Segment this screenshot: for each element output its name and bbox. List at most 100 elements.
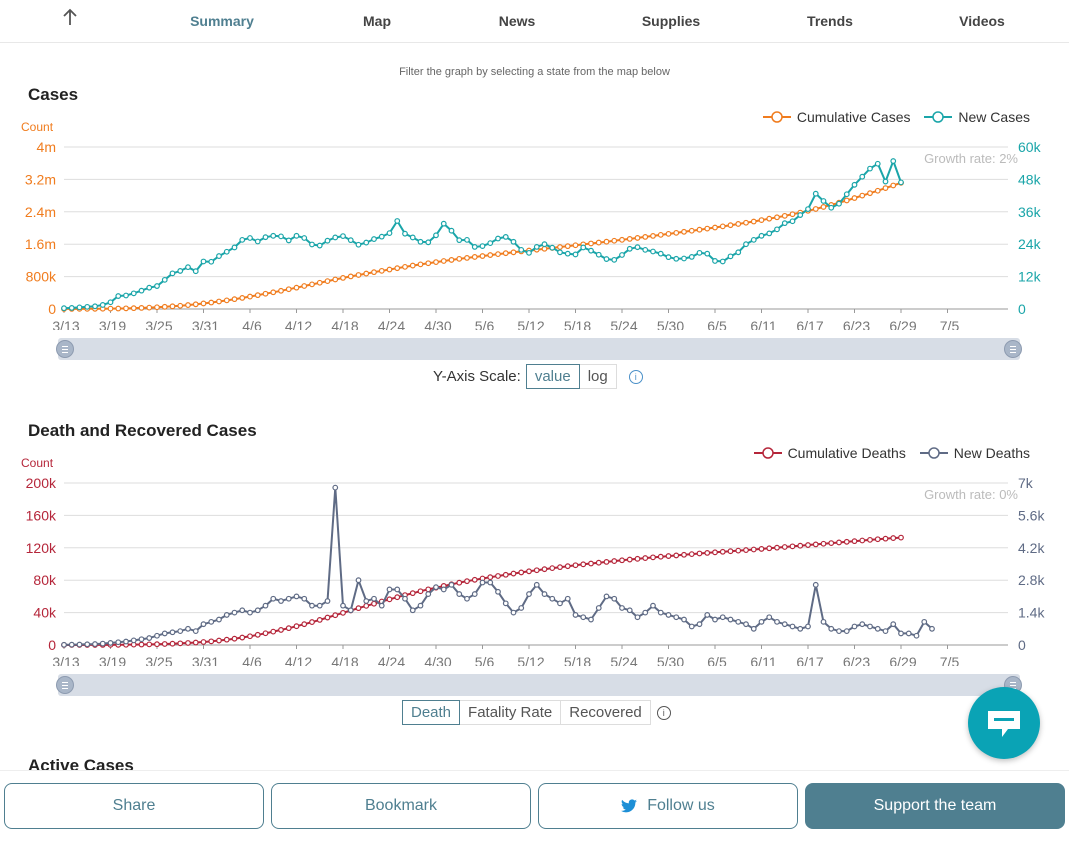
data-point [440, 586, 447, 593]
cases-chart[interactable]: Count 0 0 800k 12k 1.6m 24k 2.4m 36k 3.2m 48k 4m 60k… [0, 115, 1069, 330]
data-point [735, 221, 742, 227]
data-point [363, 598, 370, 604]
data-point [115, 639, 122, 646]
data-point [859, 621, 866, 628]
data-point [533, 581, 540, 588]
data-point [557, 249, 563, 256]
x-tick-label: 5/18 [564, 654, 591, 666]
cases-zoom-slider[interactable] [56, 338, 1022, 360]
scale-log-button[interactable]: log [579, 364, 617, 389]
x-tick-label: 4/6 [242, 654, 262, 666]
data-point [681, 551, 687, 558]
data-point [107, 640, 114, 646]
bookmark-button[interactable]: Bookmark [271, 783, 531, 829]
data-point [371, 595, 377, 602]
data-point [177, 628, 184, 635]
info-icon[interactable]: i [656, 705, 671, 720]
deaths-zoom-slider[interactable] [56, 674, 1022, 696]
data-point [270, 595, 277, 602]
tab-supplies[interactable]: Supplies [641, 13, 701, 29]
legend-new-deaths[interactable]: New Deaths [919, 445, 1030, 461]
data-point [510, 238, 517, 245]
data-point [704, 225, 711, 232]
data-point [487, 579, 494, 586]
chat-button[interactable] [968, 687, 1040, 759]
data-point [448, 581, 455, 588]
arrow-up-icon[interactable] [62, 8, 78, 32]
data-point [247, 293, 253, 300]
data-point [774, 226, 780, 233]
data-point [642, 234, 649, 240]
data-point [456, 255, 463, 262]
legend-label: New Deaths [953, 445, 1030, 461]
data-point [285, 625, 292, 632]
data-point [123, 638, 129, 645]
death-metric-tabs: Death Fatality Rate Recovered i [402, 700, 671, 725]
data-point [495, 235, 501, 242]
data-point [704, 612, 711, 618]
data-point [929, 625, 935, 632]
y2-tick-label: 0 [1018, 637, 1026, 653]
data-point [278, 598, 284, 604]
zoom-handle-left[interactable] [56, 340, 74, 358]
legend-label: Cumulative Deaths [787, 445, 906, 461]
data-point [417, 602, 424, 609]
data-point [301, 283, 308, 289]
data-point [805, 206, 811, 212]
data-point [572, 251, 579, 258]
data-point [293, 232, 300, 239]
y-scale-label: Y-Axis Scale: [433, 368, 521, 385]
data-point [781, 220, 788, 227]
data-point [905, 630, 912, 637]
data-point [572, 612, 579, 618]
support-team-button[interactable]: Support the team [805, 783, 1065, 829]
x-tick-label: 6/29 [889, 654, 916, 666]
data-point [208, 618, 215, 625]
deaths-chart[interactable]: Count 0 0 40k 1.4k 80k 2.8k 120k 4.2k 160k 5.6k 200… [0, 451, 1069, 666]
data-point [603, 558, 610, 565]
zoom-handle-left[interactable] [56, 676, 74, 694]
tab-videos[interactable]: Videos [959, 13, 1005, 29]
data-point [820, 618, 827, 625]
growth-rate-annotation: Growth rate: 2% [924, 151, 1018, 166]
data-point [146, 284, 153, 291]
tab-death[interactable]: Death [402, 700, 461, 725]
data-point [216, 253, 222, 259]
tab-trends[interactable]: Trends [807, 13, 853, 29]
data-point [526, 591, 532, 597]
info-icon[interactable]: i [628, 369, 643, 384]
legend-cumulative-cases[interactable]: Cumulative Cases [762, 109, 911, 125]
chat-bubble-icon [988, 711, 1020, 737]
tab-map[interactable]: Map [363, 13, 391, 29]
x-tick-label: 3/19 [99, 318, 126, 330]
data-point [580, 561, 587, 568]
data-point [270, 628, 277, 635]
legend-cumulative-deaths[interactable]: Cumulative Deaths [753, 445, 906, 461]
data-point [526, 568, 532, 575]
follow-us-button[interactable]: Follow us [538, 783, 798, 829]
data-point [123, 305, 129, 312]
data-point [634, 235, 641, 241]
legend-new-cases[interactable]: New Cases [924, 109, 1030, 125]
data-point [820, 198, 827, 204]
data-point [619, 252, 625, 258]
tab-summary[interactable]: Summary [190, 13, 254, 29]
data-point [239, 295, 246, 301]
data-point [634, 555, 641, 562]
data-point [603, 593, 610, 600]
data-point [681, 616, 687, 623]
data-point [882, 185, 889, 192]
data-point [526, 249, 532, 256]
data-point [634, 244, 641, 251]
tab-news[interactable]: News [498, 13, 536, 29]
scale-value-button[interactable]: value [525, 364, 580, 389]
tab-recovered[interactable]: Recovered [561, 700, 651, 725]
data-point [324, 237, 331, 244]
y2-tick-label: 7k [1018, 475, 1034, 491]
data-point [161, 630, 168, 637]
tab-fatality-rate[interactable]: Fatality Rate [460, 700, 562, 725]
data-point [510, 570, 517, 577]
data-point [200, 639, 207, 645]
zoom-handle-right[interactable] [1004, 340, 1022, 358]
share-button[interactable]: Share [4, 783, 264, 829]
